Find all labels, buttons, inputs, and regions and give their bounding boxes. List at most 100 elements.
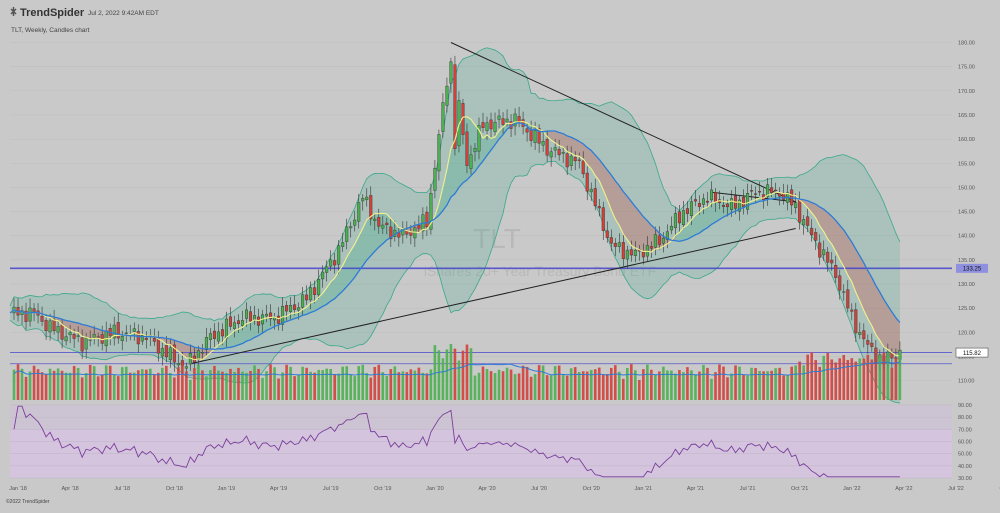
volume-bar [245, 373, 248, 400]
ma-cross-segment [868, 271, 872, 326]
ma-cross-segment [715, 201, 719, 222]
candle-body [329, 260, 332, 266]
volume-bar [470, 348, 473, 400]
volume-bar [165, 366, 168, 400]
volume-bar [225, 373, 228, 400]
candle-body [806, 217, 809, 226]
volume-bar [377, 365, 380, 400]
candle-body [586, 173, 589, 191]
volume-bar [438, 350, 441, 400]
volume-bar [887, 357, 890, 400]
volume-bar [662, 367, 665, 400]
candle-body [365, 197, 368, 200]
volume-bar [217, 371, 220, 400]
candle-body [618, 243, 621, 247]
volume-bar [730, 374, 733, 400]
candle-body [77, 336, 80, 337]
volume-bar [29, 371, 32, 400]
volume-bar [694, 374, 697, 400]
candle-body [93, 334, 96, 337]
rsi-tick-label: 40.00 [958, 464, 972, 470]
candle-body [237, 321, 240, 324]
ma-cross-segment [627, 196, 631, 245]
candle-body [846, 290, 849, 308]
candle-body [658, 236, 661, 245]
candle-body [470, 155, 473, 169]
volume-bar [718, 364, 721, 400]
candle-body [814, 232, 817, 240]
time-tick-label: Apr '20 [478, 486, 495, 492]
candle-body [426, 212, 429, 227]
volume-bar [674, 374, 677, 400]
candle-body [205, 337, 208, 349]
candle-body [53, 320, 56, 331]
volume-bar [502, 371, 505, 400]
candle-body [494, 122, 497, 132]
volume-bar [93, 366, 96, 400]
candle-body [442, 102, 445, 131]
volume-bar [814, 360, 817, 400]
price-level-label: 133.25 [963, 267, 982, 273]
volume-bar [121, 367, 124, 400]
volume-bar [850, 358, 853, 400]
volume-bar [714, 372, 717, 400]
candle-body [502, 119, 505, 125]
ma-cross-segment [880, 292, 884, 347]
candle-body [550, 152, 553, 157]
volume-bar [794, 365, 797, 400]
volume-bar [313, 373, 316, 400]
candle-body [554, 148, 557, 151]
candle-body [854, 310, 857, 333]
candle-body [165, 345, 168, 357]
volume-bar [558, 366, 561, 400]
candle-body [57, 326, 60, 332]
candle-body [209, 334, 212, 340]
ma-cross-segment [888, 306, 892, 353]
volume-bar [578, 372, 581, 400]
ma-cross-segment [615, 181, 619, 226]
volume-bar [774, 368, 777, 400]
volume-bar [237, 368, 240, 400]
volume-bar [177, 367, 180, 400]
candle-body [614, 243, 617, 246]
ma-cross-segment [383, 213, 387, 243]
candle-body [201, 352, 204, 353]
candle-body [570, 156, 573, 166]
time-tick-label: Jul '20 [531, 486, 547, 492]
ma-cross-segment [892, 312, 896, 355]
candle-body [871, 343, 874, 347]
time-tick-label: Jul '21 [740, 486, 756, 492]
candle-body [750, 190, 753, 191]
volume-bar [474, 376, 477, 400]
candle-body [634, 250, 637, 256]
volume-bar [738, 367, 741, 400]
candle-body [794, 203, 797, 208]
time-tick-label: Apr '19 [270, 486, 287, 492]
volume-bar [766, 371, 769, 400]
header-timestamp: Jul 2, 2022 9:42AM EDT [88, 10, 159, 17]
volume-bar [169, 373, 172, 400]
ma-cross-segment [635, 207, 639, 250]
volume-bar [490, 371, 493, 400]
volume-bar [173, 377, 176, 400]
ma-cross-segment [567, 136, 571, 153]
candle-body [309, 288, 312, 300]
volume-bar [297, 374, 300, 400]
candle-body [157, 339, 160, 354]
volume-bar [257, 369, 260, 400]
volume-bar [117, 376, 120, 400]
time-tick-label: Jan '20 [426, 486, 444, 492]
volume-bar [442, 358, 445, 400]
volume-bar [494, 373, 497, 400]
volume-bar [614, 365, 617, 400]
volume-bar [253, 365, 256, 400]
ma-cross-segment [74, 322, 78, 332]
time-tick-label: Apr '18 [61, 486, 78, 492]
candle-body [754, 194, 757, 195]
volume-bar [562, 374, 565, 400]
volume-bar [41, 372, 44, 400]
candle-body [213, 331, 216, 339]
candle-body [706, 201, 709, 202]
price-level-label: 115.82 [963, 351, 982, 357]
volume-bar [77, 368, 80, 400]
